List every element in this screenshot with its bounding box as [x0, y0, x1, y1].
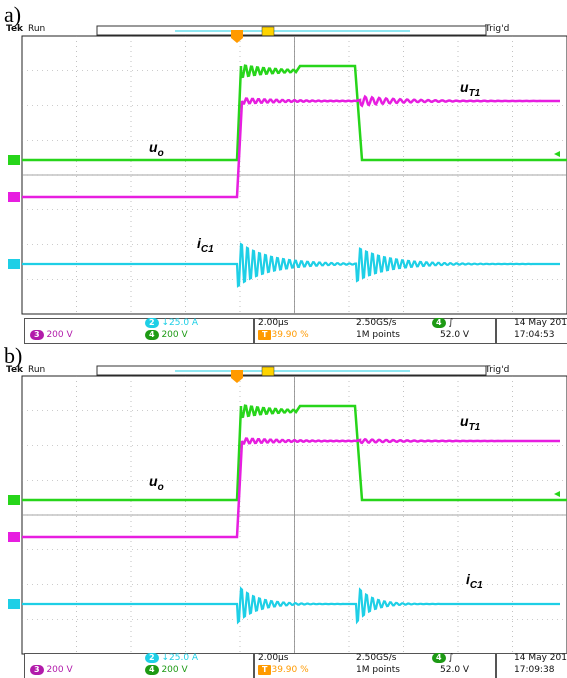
record-length: 1M points: [356, 330, 400, 340]
label-ic1: iC1: [197, 235, 214, 255]
trigger-level-marker: [554, 491, 560, 497]
ch4-ground-marker: [8, 495, 20, 505]
trigger-level: 52.0 V: [440, 330, 470, 340]
waveform-ut1: [22, 437, 560, 539]
trigger-window-marker: [261, 366, 275, 377]
trigger-status: Trig'd: [485, 24, 510, 34]
tek-logo: Tek: [6, 365, 24, 375]
ch4-ground-marker: [8, 155, 20, 165]
waveform-uo: [22, 404, 567, 502]
ch3-ground-marker: [8, 192, 20, 202]
trigger-marker-icon: [231, 370, 243, 383]
trigger-level: 52.0 V: [440, 665, 470, 675]
trigger-status: Trig'd: [485, 365, 510, 375]
timebase-box-a[interactable]: [254, 318, 496, 344]
tek-logo: Tek: [6, 24, 24, 34]
ch2-readout: 2 ↓25.0 A: [145, 653, 198, 663]
label-ic1: iC1: [466, 571, 483, 591]
date: 14 May 201: [514, 653, 567, 663]
time: 17:09:38: [514, 665, 555, 675]
ch4-readout: 4 200 V: [145, 665, 188, 675]
ch2-ground-marker: [8, 599, 20, 609]
panel-a-label: a): [4, 2, 22, 27]
waveform-ut1: [22, 94, 560, 199]
channel-readout-a[interactable]: [24, 318, 254, 344]
trigger-window-marker: [261, 26, 275, 37]
channel-readout-b[interactable]: [24, 653, 254, 678]
timebase: 2.00µs: [258, 318, 289, 328]
run-status: Run: [28, 24, 46, 34]
trigger-marker-icon: [231, 30, 243, 43]
trigger-position: T 39.90 %: [258, 665, 309, 675]
ch3-readout: 3 200 V: [30, 665, 73, 675]
datetime-box-b: [496, 653, 567, 678]
trigger-source: 4 ∫: [432, 318, 453, 328]
date: 14 May 201: [514, 318, 567, 328]
label-ut1: uT1: [460, 413, 481, 433]
label-uo: uo: [149, 473, 164, 493]
scope-display-b: [8, 365, 567, 655]
sample-rate: 2.50GS/s: [356, 653, 397, 663]
datetime-box-a: [496, 318, 567, 344]
ch3-ground-marker: [8, 532, 20, 542]
time: 17:04:53: [514, 330, 555, 340]
panel-b-label: b): [4, 343, 23, 368]
waveform-uo: [22, 64, 567, 162]
timebase-box-b[interactable]: [254, 653, 496, 678]
ch2-readout: 2 ↓25.0 A: [145, 318, 198, 328]
ch3-readout: 3 200 V: [30, 330, 73, 340]
waveform-ic1: [22, 586, 560, 625]
label-uo: uo: [149, 139, 164, 159]
ch2-ground-marker: [8, 259, 20, 269]
label-ut1: uT1: [460, 79, 481, 99]
record-length: 1M points: [356, 665, 400, 675]
run-status: Run: [28, 365, 46, 375]
ch4-readout: 4 200 V: [145, 330, 188, 340]
sample-rate: 2.50GS/s: [356, 318, 397, 328]
timebase: 2.00µs: [258, 653, 289, 663]
trigger-source: 4 ∫: [432, 653, 453, 663]
scope-display-a: [8, 25, 567, 315]
trigger-position: T 39.90 %: [258, 330, 309, 340]
trigger-level-marker: [554, 151, 560, 157]
waveform-ic1: [22, 242, 560, 288]
